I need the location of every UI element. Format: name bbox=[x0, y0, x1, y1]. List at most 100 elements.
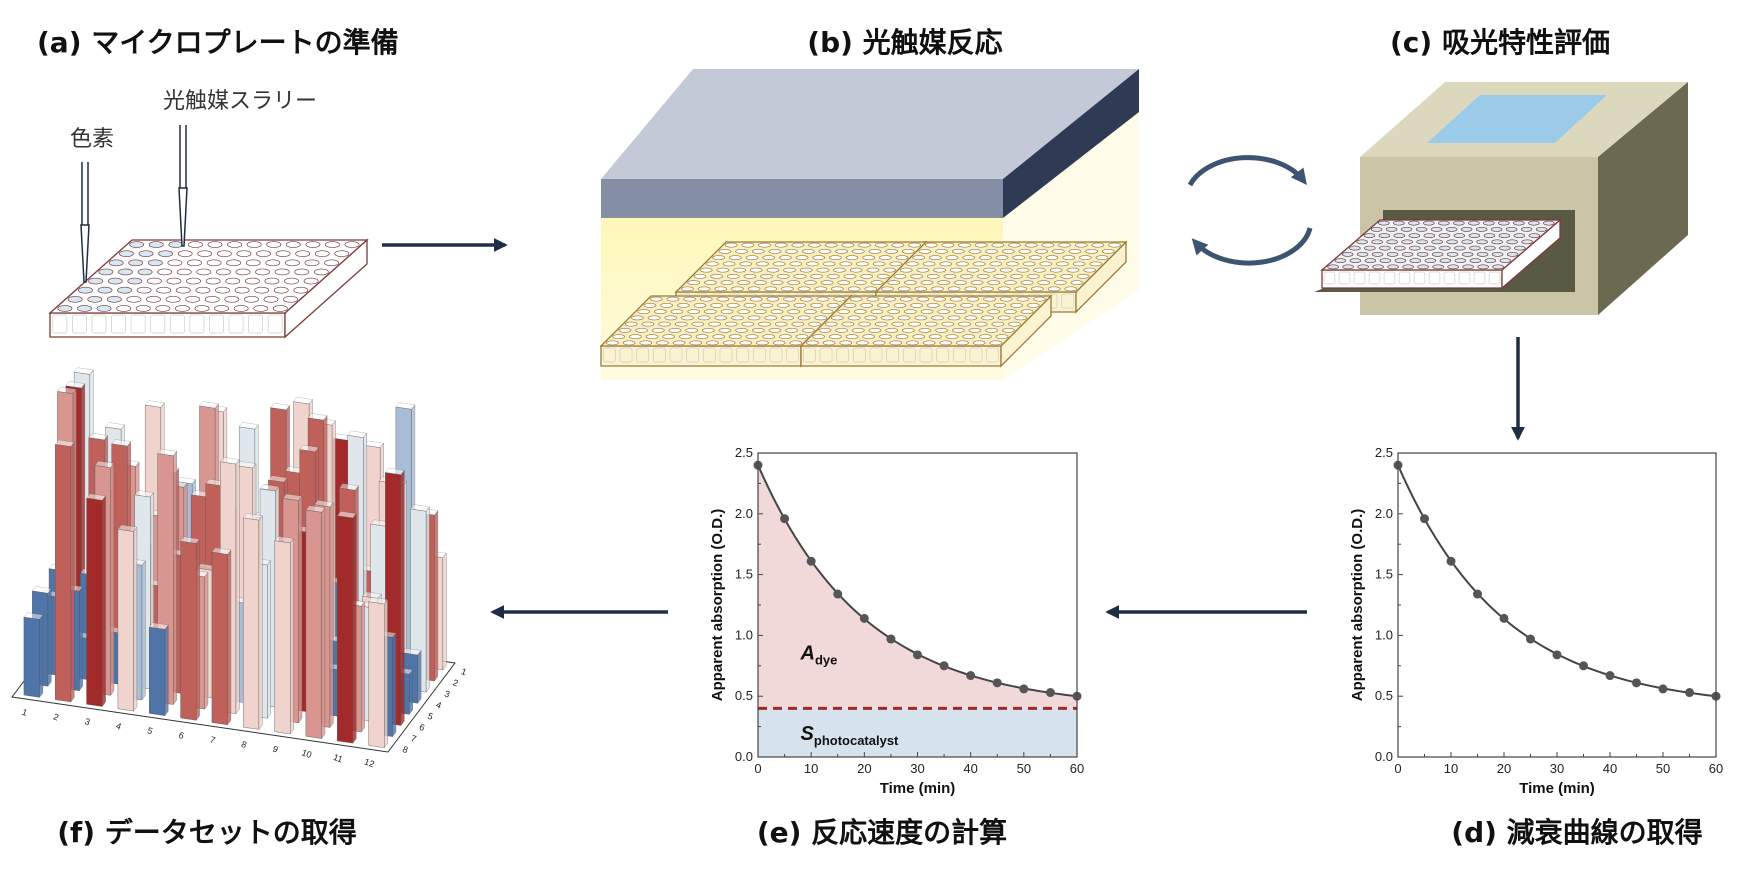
well bbox=[639, 340, 653, 346]
well bbox=[845, 334, 859, 340]
well bbox=[887, 280, 901, 286]
data-point bbox=[992, 678, 1002, 688]
well bbox=[1409, 245, 1421, 251]
well bbox=[1490, 226, 1503, 232]
x-tick-label: 40 bbox=[963, 761, 977, 776]
well bbox=[729, 255, 742, 261]
well bbox=[1483, 220, 1495, 226]
well bbox=[285, 259, 300, 267]
well bbox=[745, 255, 759, 261]
well bbox=[1062, 255, 1076, 261]
well bbox=[294, 268, 310, 276]
x-tick-label: 2 bbox=[52, 711, 60, 722]
y-tick-label: 2 bbox=[451, 677, 459, 688]
well bbox=[751, 327, 765, 333]
well bbox=[814, 315, 828, 321]
dye-label: 色素 bbox=[70, 127, 114, 152]
photocatalyst-area bbox=[758, 708, 1077, 757]
well bbox=[1349, 258, 1362, 264]
well bbox=[1415, 226, 1428, 232]
well bbox=[976, 302, 990, 308]
y-tick-label: 2.5 bbox=[1375, 445, 1393, 460]
well bbox=[1020, 309, 1034, 315]
y-tick-label: 8 bbox=[401, 744, 409, 755]
slurry-label: 光触媒スラリー bbox=[163, 89, 317, 114]
well bbox=[718, 248, 732, 254]
well bbox=[194, 305, 210, 312]
well bbox=[989, 261, 1003, 267]
well bbox=[206, 259, 222, 267]
well bbox=[1521, 239, 1533, 245]
microplate bbox=[1320, 218, 1562, 290]
well bbox=[1394, 258, 1407, 264]
well bbox=[799, 296, 813, 302]
well bbox=[272, 305, 288, 312]
well bbox=[920, 280, 934, 286]
well bbox=[1543, 220, 1555, 226]
well bbox=[622, 340, 636, 346]
well bbox=[1477, 264, 1489, 270]
well bbox=[691, 321, 705, 327]
well bbox=[797, 286, 811, 292]
well bbox=[899, 296, 913, 302]
data-point bbox=[780, 514, 790, 524]
well bbox=[1408, 220, 1420, 226]
well bbox=[1423, 233, 1436, 239]
well bbox=[245, 259, 261, 267]
well bbox=[785, 248, 798, 254]
well bbox=[724, 321, 738, 327]
well bbox=[901, 327, 915, 333]
well bbox=[643, 302, 657, 308]
well bbox=[624, 321, 638, 327]
well bbox=[612, 334, 626, 340]
well bbox=[760, 302, 773, 308]
well bbox=[146, 295, 161, 303]
well bbox=[885, 327, 898, 333]
well bbox=[1454, 245, 1466, 251]
well bbox=[1341, 251, 1354, 257]
well bbox=[1484, 245, 1496, 251]
well bbox=[924, 321, 938, 327]
well bbox=[758, 242, 771, 248]
y-tick-label: 4 bbox=[435, 700, 443, 711]
well bbox=[810, 273, 823, 279]
well bbox=[155, 305, 171, 312]
well bbox=[1387, 264, 1399, 270]
well bbox=[760, 273, 773, 279]
well bbox=[866, 296, 880, 302]
well bbox=[822, 261, 836, 267]
data-point bbox=[833, 589, 843, 599]
x-tick-label: 20 bbox=[1497, 761, 1511, 776]
well bbox=[293, 286, 309, 294]
y-tick-label: 1.0 bbox=[735, 627, 753, 642]
y-tick-label: 0.0 bbox=[735, 749, 753, 764]
well bbox=[789, 261, 803, 267]
well bbox=[305, 241, 321, 248]
well bbox=[770, 309, 784, 315]
well bbox=[789, 340, 803, 346]
well bbox=[735, 248, 748, 254]
well bbox=[739, 261, 753, 267]
y-tick-label: 7 bbox=[410, 733, 418, 744]
well bbox=[1401, 239, 1413, 245]
data-point bbox=[1045, 688, 1055, 698]
x-tick-label: 10 bbox=[300, 747, 313, 760]
well bbox=[806, 340, 819, 346]
well bbox=[758, 321, 771, 327]
well bbox=[635, 327, 648, 333]
well bbox=[835, 327, 848, 333]
well bbox=[918, 327, 932, 333]
well bbox=[904, 309, 917, 315]
well bbox=[799, 267, 813, 273]
well bbox=[816, 296, 830, 302]
data-point bbox=[1526, 634, 1535, 644]
well bbox=[1095, 255, 1109, 261]
well bbox=[204, 295, 220, 303]
well bbox=[1371, 251, 1384, 257]
well bbox=[910, 302, 923, 308]
well bbox=[1334, 258, 1347, 264]
well bbox=[920, 309, 934, 315]
well bbox=[236, 250, 252, 258]
well bbox=[1461, 239, 1473, 245]
